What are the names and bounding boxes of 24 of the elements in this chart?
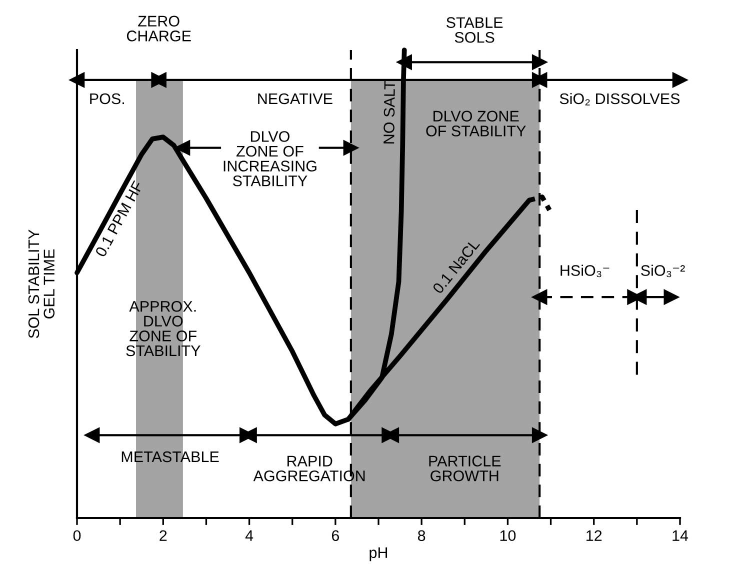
x-tick-label: 8: [418, 530, 426, 542]
text: 0.1 PPM HF: [94, 180, 144, 258]
annotation: METASTABLE: [122, 451, 219, 462]
x-tick-label: 2: [160, 530, 167, 541]
x-axis-title: pH: [370, 547, 388, 562]
x-tick-label: 14: [672, 530, 688, 541]
annotation: DLVO ZONE OF STABILITY: [426, 110, 526, 136]
annotation: RAPID AGGREGATION: [253, 456, 365, 482]
annotation: HSiO₃⁻: [560, 264, 610, 278]
annotation: SiO₃⁻²: [641, 264, 685, 278]
y-axis-title: SOL STABILITY GEL TIME: [28, 230, 55, 338]
annotation: NEGATIVE: [258, 93, 332, 104]
x-tick-label: 6: [332, 530, 340, 542]
x-tick-label: 10: [500, 530, 516, 542]
text: NO SALT: [383, 80, 396, 144]
annotation: PARTICLE GROWTH: [429, 456, 501, 482]
annotation: DLVO ZONE OF INCREASING STABILITY: [224, 131, 316, 186]
x-tick-label: 0: [73, 530, 81, 542]
text: STABLE SOLS: [446, 17, 503, 43]
x-tick-label: 12: [586, 530, 602, 541]
x-tick-label: 4: [245, 530, 254, 541]
annotation: POS.: [90, 93, 124, 104]
text: ZERO CHARGE: [126, 16, 191, 42]
annotation: SiO₂ DISSOLVES: [560, 92, 680, 106]
